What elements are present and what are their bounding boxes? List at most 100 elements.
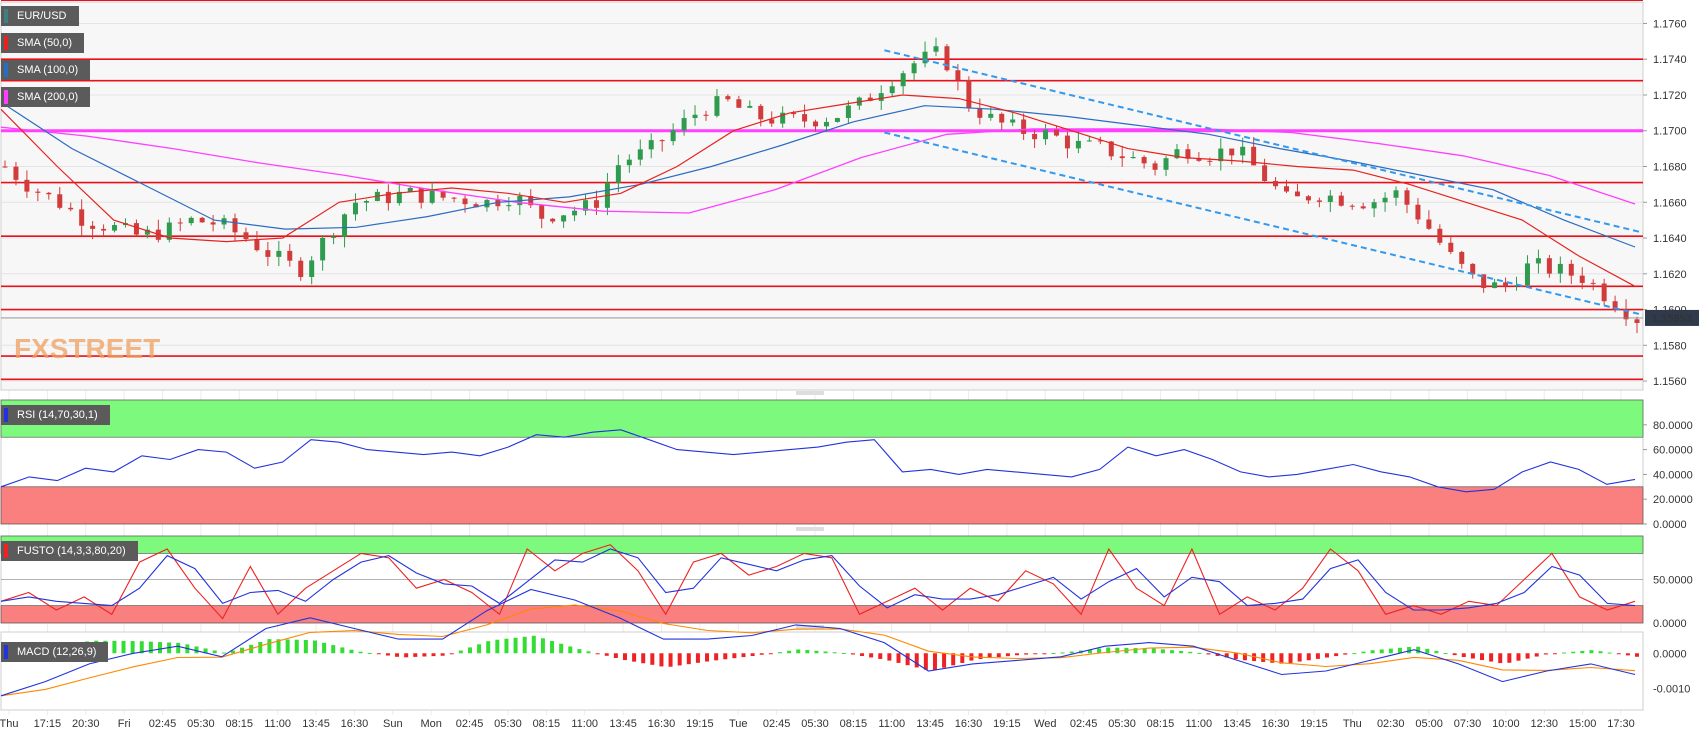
macd-histogram-bar	[130, 641, 135, 654]
price-pane-background	[0, 1, 1644, 391]
macd-histogram-bar	[841, 653, 846, 655]
x-tick-label: Mon	[420, 718, 441, 730]
macd-histogram-bar	[1534, 653, 1539, 657]
candle-body	[1207, 160, 1213, 162]
candle-body	[1623, 309, 1629, 320]
macd-histogram-bar	[458, 650, 463, 654]
sma50-tag[interactable]: SMA (50,0)	[1, 33, 85, 53]
macd-histogram-bar	[531, 635, 536, 654]
macd-histogram-bar	[240, 647, 245, 654]
macd-histogram-bar	[1452, 653, 1457, 656]
rsi-tag[interactable]: RSI (14,70,30,1)	[1, 405, 110, 425]
candle-body	[747, 105, 753, 108]
macd-histogram-bar	[550, 641, 555, 654]
macd-tick-label: -0.0010	[1653, 684, 1690, 696]
candle-body	[1382, 197, 1388, 203]
macd-histogram-bar	[1288, 653, 1293, 663]
macd-histogram-bar	[1115, 647, 1120, 654]
candle-body	[966, 80, 972, 109]
macd-histogram-bar	[1407, 646, 1412, 654]
fusto-pane[interactable]: 50.0000 0.0000	[0, 535, 1693, 630]
x-tick-label: 08:15	[840, 718, 868, 730]
candle-body	[1601, 283, 1607, 302]
fusto-tick-label: 50.0000	[1653, 575, 1693, 587]
fusto-tag[interactable]: FUSTO (14,3,3,80,20)	[1, 541, 138, 561]
candle-body	[1273, 180, 1279, 187]
candle-body	[1568, 263, 1574, 276]
macd-histogram-bar	[686, 653, 691, 665]
macd-histogram-bar	[1516, 653, 1521, 661]
candle-body	[1579, 275, 1585, 283]
candle-body	[144, 229, 150, 235]
sma200-tag[interactable]: SMA (200,0)	[1, 87, 91, 107]
macd-histogram-bar	[504, 638, 509, 654]
macd-histogram-bar	[1598, 651, 1603, 654]
macd-histogram-bar	[942, 653, 947, 668]
sma100-line	[0, 101, 1636, 248]
rsi-tick-label: 60.0000	[1653, 445, 1693, 457]
candle-body	[769, 119, 775, 124]
price-pane[interactable]: 1.1760 1.1740 1.1720 1.1700 1.1680 1.1660 1.16…	[0, 0, 1699, 395]
fusto-k-line	[0, 544, 1636, 620]
candle-body	[1229, 148, 1235, 156]
macd-histogram-bar	[823, 651, 828, 654]
fusto-label: FUSTO (14,3,3,80,20)	[17, 545, 126, 557]
macd-histogram-bar	[850, 653, 855, 655]
candle-body	[1634, 319, 1640, 323]
sma100-tag[interactable]: SMA (100,0)	[1, 60, 91, 80]
candle-body	[1141, 157, 1147, 164]
macd-histogram-bar	[559, 643, 564, 654]
candle-body	[276, 250, 282, 257]
candle-body	[681, 118, 687, 131]
candle-body	[1240, 146, 1246, 156]
macd-histogram-bar	[358, 651, 363, 654]
x-tick-label: 16:30	[648, 718, 676, 730]
x-tick-label: 11:00	[1185, 718, 1212, 730]
rsi-line	[0, 429, 1636, 493]
candle-body	[199, 217, 205, 223]
rsi-tick-label: 80.0000	[1653, 420, 1693, 432]
macd-histogram-bar	[1224, 653, 1229, 658]
macd-histogram-bar	[1562, 652, 1567, 654]
candle-body	[309, 260, 315, 277]
candle-body	[1492, 282, 1498, 289]
macd-histogram-bar	[203, 648, 208, 654]
sma50-label: SMA (50,0)	[17, 37, 73, 49]
x-tick-label: 05:30	[1108, 718, 1136, 730]
x-tick-label: 05:30	[801, 718, 829, 730]
macd-histogram-bar	[1543, 653, 1548, 655]
x-tick-label: 16:30	[955, 718, 983, 730]
candle-body	[572, 210, 578, 216]
candle-body	[1459, 251, 1465, 264]
candle-body	[101, 228, 107, 231]
macd-histogram-bar	[467, 647, 472, 654]
rsi-swatch	[4, 408, 8, 422]
macd-histogram-bar	[668, 653, 673, 667]
macd-tag[interactable]: MACD (12,26,9)	[1, 642, 109, 662]
rsi-pane[interactable]: 80.0000 60.0000 40.0000 20.0000 0.0000	[0, 399, 1693, 531]
macd-histogram-bar	[294, 639, 299, 654]
macd-histogram-bar	[659, 653, 664, 667]
macd-histogram-bar	[1434, 650, 1439, 654]
macd-pane[interactable]: 0.0000 -0.0010	[0, 588, 1690, 711]
macd-histogram-bar	[1060, 652, 1065, 654]
x-tick-label: Tue	[729, 718, 748, 730]
candle-body	[626, 159, 632, 166]
macd-histogram-bar	[258, 641, 263, 654]
macd-histogram-bar	[1133, 648, 1138, 654]
x-tick-label: 19:15	[1300, 718, 1328, 730]
macd-histogram-bar	[860, 653, 865, 656]
x-tick-label: 20:30	[72, 718, 100, 730]
x-tick-label: 19:15	[686, 718, 714, 730]
macd-histogram-bar	[1370, 650, 1375, 654]
macd-histogram-bar	[1425, 648, 1430, 654]
macd-histogram-bar	[1470, 653, 1475, 659]
macd-histogram-bar	[312, 640, 317, 654]
macd-histogram-bar	[641, 653, 646, 664]
sma200-line	[0, 126, 1636, 214]
candle-body	[1404, 190, 1410, 205]
x-tick-label: 10:00	[1492, 718, 1520, 730]
macd-histogram-bar	[1024, 653, 1029, 655]
symbol-tag[interactable]: EUR/USD	[1, 6, 79, 26]
